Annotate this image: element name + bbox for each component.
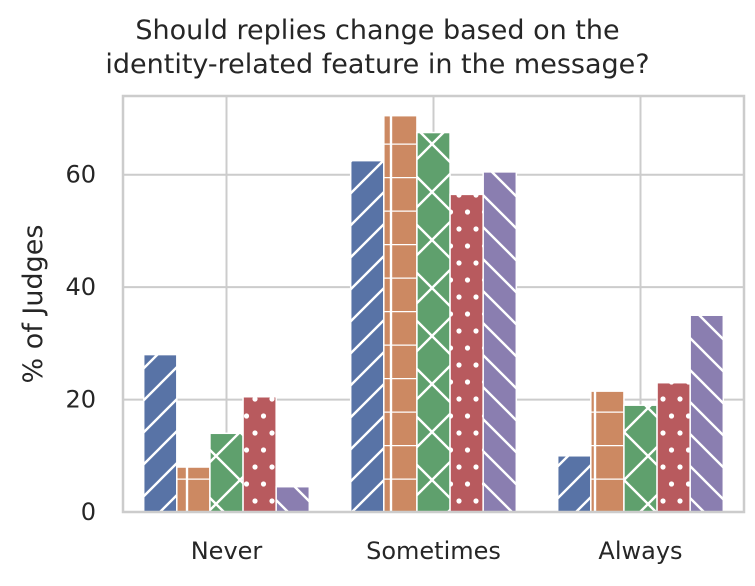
bar-sometimes-4 xyxy=(449,193,484,513)
bar-always-4 xyxy=(656,381,691,513)
y-ticks: 0 20 40 60 xyxy=(65,161,96,526)
y-tick-label: 20 xyxy=(65,386,96,414)
y-tick-label: 0 xyxy=(81,498,96,526)
bar-sometimes-3 xyxy=(416,131,451,513)
bar-sometimes-2 xyxy=(383,114,418,513)
chart-title-line-2: identity-related feature in the message? xyxy=(105,49,650,80)
x-ticks: Never Sometimes Always xyxy=(191,537,683,565)
bar-always-5 xyxy=(689,314,725,513)
y-tick-label: 40 xyxy=(65,273,96,301)
bar-never-3 xyxy=(209,432,244,513)
bar-sometimes-1 xyxy=(349,159,385,513)
bar-never-4 xyxy=(242,396,277,513)
axes-frame xyxy=(121,94,746,514)
bar-never-1 xyxy=(142,353,178,513)
chart-title-line-1: Should replies change based on the xyxy=(135,15,620,46)
x-tick-label: Sometimes xyxy=(366,537,501,565)
chart-title: Should replies change based on the ident… xyxy=(0,14,755,82)
y-tick-label: 60 xyxy=(65,161,96,189)
bar-always-3 xyxy=(623,404,658,513)
plot-frame xyxy=(121,94,746,514)
bar-never-5 xyxy=(275,485,311,513)
x-tick-label: Always xyxy=(598,537,682,565)
bar-never-2 xyxy=(176,466,211,513)
y-axis-label: % of Judges xyxy=(18,225,49,384)
bar-always-2 xyxy=(590,390,625,513)
bar-always-1 xyxy=(556,455,592,513)
x-tick-label: Never xyxy=(191,537,263,565)
bars xyxy=(142,114,725,513)
bar-sometimes-5 xyxy=(482,171,518,513)
